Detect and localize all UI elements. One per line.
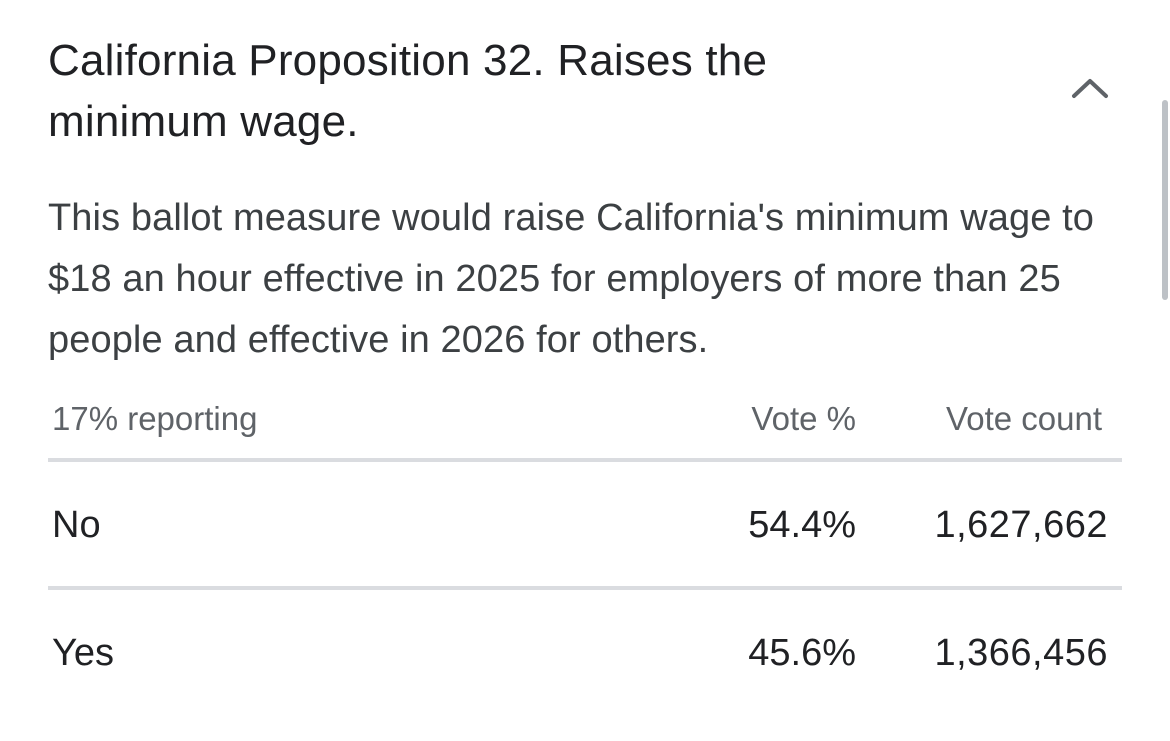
scrollbar[interactable] bbox=[1162, 100, 1168, 300]
measure-title: California Proposition 32. Raises the mi… bbox=[48, 36, 768, 146]
vote-count: 1,627,662 bbox=[934, 504, 1108, 546]
measure-header[interactable]: California Proposition 32. Raises the mi… bbox=[48, 30, 1118, 160]
chevron-up-icon bbox=[1072, 79, 1108, 98]
result-row-yes: Yes 45.6% 1,366,456 bbox=[48, 586, 1122, 714]
choice-label: Yes bbox=[52, 632, 114, 674]
result-row-no: No 54.4% 1,627,662 bbox=[48, 462, 1122, 586]
vote-percent: 45.6% bbox=[748, 632, 856, 674]
results-table-header: 17% reporting Vote % Vote count bbox=[48, 390, 1122, 462]
reporting-status: 17% reporting bbox=[52, 400, 258, 437]
vote-percent: 54.4% bbox=[748, 504, 856, 546]
vote-count: 1,366,456 bbox=[934, 632, 1108, 674]
collapse-button[interactable] bbox=[1062, 60, 1118, 116]
measure-description: This ballot measure would raise Californ… bbox=[48, 197, 1095, 361]
vote-percent-header: Vote % bbox=[751, 400, 856, 437]
choice-label: No bbox=[52, 504, 101, 546]
results-table: 17% reporting Vote % Vote count No 54.4%… bbox=[48, 390, 1122, 714]
vote-count-header: Vote count bbox=[946, 400, 1102, 437]
